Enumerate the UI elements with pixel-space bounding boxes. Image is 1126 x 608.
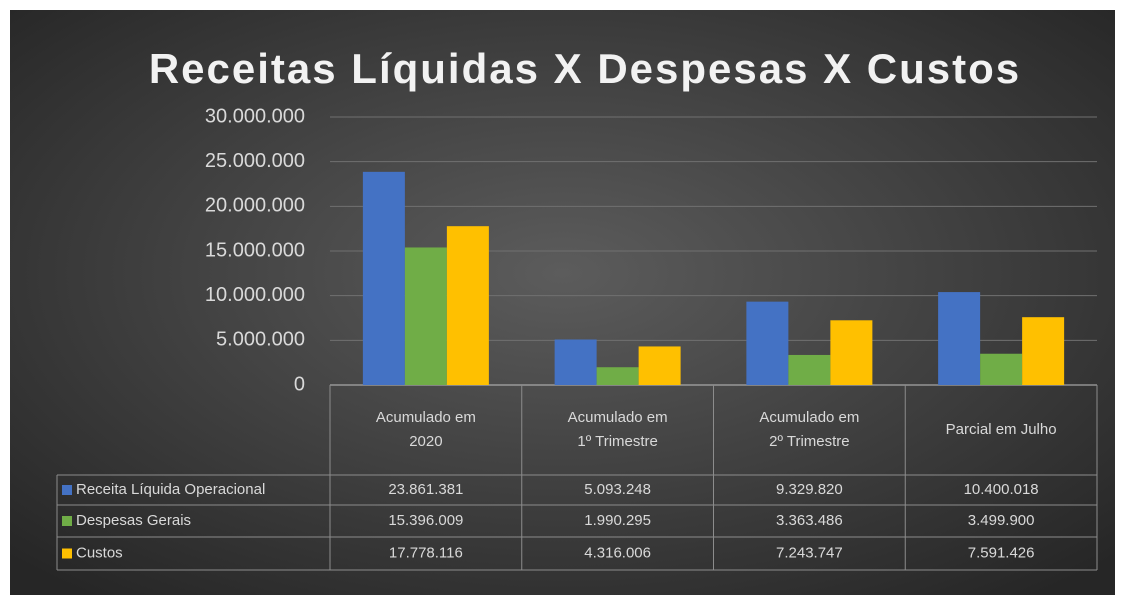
- legend-swatch: [62, 548, 72, 559]
- bar: [638, 346, 681, 385]
- y-tick-label: 30.000.000: [205, 105, 305, 127]
- bar: [362, 171, 405, 385]
- bar: [980, 353, 1023, 385]
- table-value: 23.861.381: [388, 481, 463, 498]
- bar: [830, 320, 873, 385]
- x-tick-label: Parcial em Julho: [945, 421, 1057, 438]
- bar: [554, 339, 597, 385]
- table-value: 3.363.486: [776, 512, 843, 529]
- table-value: 1.990.295: [584, 512, 651, 529]
- bar: [788, 354, 831, 385]
- bar: [746, 301, 789, 385]
- bar: [938, 292, 981, 385]
- x-tick-label: Acumulado em 2020: [375, 409, 476, 450]
- y-tick-label: 20.000.000: [205, 195, 305, 217]
- bar: [1022, 317, 1065, 385]
- table-value: 4.316.006: [584, 544, 651, 561]
- bar: [404, 247, 447, 385]
- y-tick-label: 5.000.000: [216, 329, 305, 351]
- legend-label: Receita Líquida Operacional: [76, 481, 265, 498]
- chart-background: [10, 10, 1115, 595]
- table-value: 3.499.900: [968, 512, 1035, 529]
- table-value: 9.329.820: [776, 481, 843, 498]
- y-tick-label: 25.000.000: [205, 150, 305, 172]
- x-tick-label: Acumulado em 2º Trimestre: [759, 409, 860, 450]
- table-value: 7.243.747: [776, 544, 843, 561]
- table-value: 10.400.018: [964, 481, 1039, 498]
- y-tick-label: 10.000.000: [205, 284, 305, 306]
- legend-label: Custos: [76, 544, 123, 561]
- table-value: 17.778.116: [389, 544, 463, 561]
- bar: [446, 226, 489, 385]
- x-tick-label: Acumulado em 1º Trimestre: [567, 409, 668, 450]
- chart-title: Receitas Líquidas X Despesas X Custos: [149, 45, 1021, 92]
- y-tick-label: 15.000.000: [205, 239, 305, 261]
- y-tick-label: 0: [294, 373, 305, 395]
- bar: [596, 367, 639, 385]
- table-value: 5.093.248: [584, 481, 651, 498]
- legend-swatch: [62, 485, 72, 495]
- legend-swatch: [62, 516, 72, 526]
- legend-label: Despesas Gerais: [76, 512, 191, 529]
- table-value: 7.591.426: [968, 544, 1035, 561]
- table-value: 15.396.009: [388, 512, 463, 529]
